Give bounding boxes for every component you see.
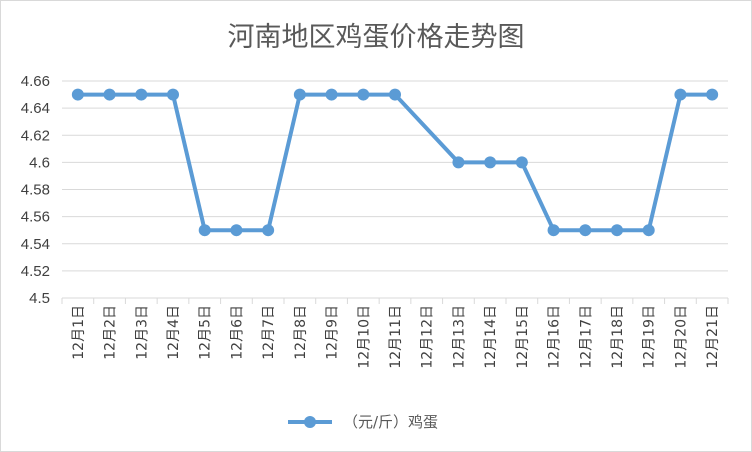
y-tick-label: 4.58: [21, 182, 50, 199]
data-point-marker: [325, 88, 338, 101]
x-tick-label: 12月5日: [198, 305, 214, 360]
x-tick-label: 12月19日: [642, 305, 658, 369]
data-point-marker: [293, 88, 306, 101]
gridlines: [62, 80, 728, 272]
legend-marker: [304, 416, 316, 428]
x-tick-label: 12月11日: [388, 305, 404, 369]
data-point-marker: [135, 88, 148, 101]
x-tick-label: 12月3日: [134, 305, 150, 360]
y-tick-label: 4.62: [21, 127, 50, 144]
data-point-marker: [515, 156, 528, 169]
data-point-marker: [706, 88, 719, 101]
x-axis-tick-labels: 12月1日 12月2日 12月3日 12月4日 12月5日 12月6日 12月7日 12月8日…: [71, 305, 721, 369]
data-point-marker: [71, 88, 84, 101]
legend-label: （元/斤）鸡蛋: [343, 413, 438, 431]
x-tick-label: 12月1日: [71, 305, 87, 360]
data-point-marker: [198, 224, 211, 237]
x-tick-label: 12月13日: [451, 305, 467, 369]
x-tick-label: 12月2日: [103, 305, 119, 360]
x-tick-label: 12月14日: [483, 305, 499, 369]
x-tick-label: 12月6日: [229, 305, 245, 360]
x-tick-label: 12月17日: [578, 305, 594, 369]
x-tick-label: 12月8日: [293, 305, 309, 360]
data-point-marker: [547, 224, 560, 237]
x-tick-label: 12月21日: [705, 305, 721, 369]
series-line: [71, 88, 719, 237]
data-point-marker: [611, 224, 623, 237]
x-axis: [61, 297, 729, 304]
x-tick-label: 12月16日: [547, 305, 563, 369]
y-tick-label: 4.64: [21, 100, 50, 117]
y-axis-tick-labels: 4.66 4.64 4.62 4.6 4.58 4.56 4.54 4.52 4.5: [21, 73, 50, 307]
chart-title: 河南地区鸡蛋价格走势图: [228, 22, 525, 53]
legend: （元/斤）鸡蛋: [288, 413, 438, 431]
y-tick-label: 4.6: [29, 154, 50, 171]
x-tick-label: 12月18日: [610, 305, 626, 369]
y-tick-label: 4.54: [21, 236, 50, 253]
data-point-marker: [389, 88, 401, 101]
y-tick-label: 4.52: [21, 263, 50, 280]
x-tick-label: 12月7日: [261, 305, 277, 360]
y-tick-label: 4.5: [29, 290, 50, 307]
y-tick-label: 4.66: [21, 73, 50, 90]
data-point-marker: [262, 224, 275, 237]
data-point-marker: [452, 156, 465, 169]
x-tick-label: 12月12日: [420, 305, 436, 369]
data-point-marker: [103, 88, 116, 101]
x-tick-label: 12月9日: [325, 305, 341, 360]
data-point-marker: [357, 88, 370, 101]
x-tick-label: 12月20日: [673, 305, 689, 369]
x-tick-label: 12月4日: [166, 305, 182, 360]
y-tick-label: 4.56: [21, 209, 50, 226]
x-tick-label: 12月15日: [515, 305, 531, 369]
x-tick-label: 12月10日: [356, 305, 372, 369]
data-point-marker: [579, 224, 592, 237]
data-point-marker: [642, 224, 655, 237]
data-point-marker: [674, 88, 687, 101]
data-point-marker: [230, 224, 243, 237]
data-point-marker: [484, 156, 497, 169]
data-point-marker: [167, 88, 179, 101]
